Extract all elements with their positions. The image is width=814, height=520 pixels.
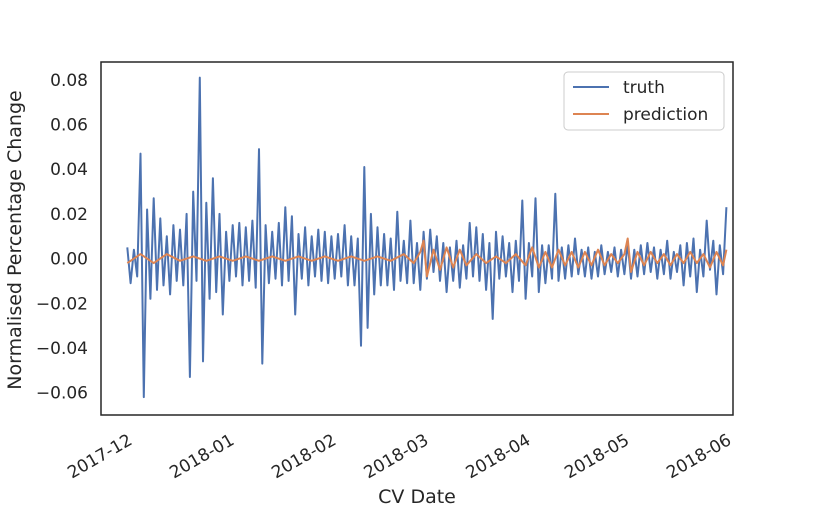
x-axis-label: CV Date	[378, 486, 456, 508]
y-axis-ticks: 0.08 0.06 0.04 0.02 0.00 −0.02 −0.04 −0.06	[36, 71, 88, 404]
x-axis-ticks: 2017-12 2018-01 2018-02 2018-03 2018-04 2018-…	[64, 430, 735, 483]
y-tick-label: 0.00	[50, 250, 88, 270]
y-tick-label: −0.04	[36, 339, 88, 359]
legend-label-prediction: prediction	[623, 105, 708, 125]
x-tick-label: 2018-03	[361, 430, 433, 483]
legend: truth prediction	[563, 71, 725, 131]
y-tick-label: 0.08	[50, 71, 88, 91]
y-tick-label: 0.06	[50, 116, 88, 136]
y-tick-label: −0.02	[36, 294, 88, 314]
x-tick-label: 2017-12	[64, 430, 136, 483]
y-tick-label: 0.02	[50, 205, 88, 225]
x-tick-label: 2018-02	[268, 430, 340, 483]
x-tick-label: 2018-06	[663, 430, 735, 483]
series-line-truth	[126, 76, 728, 399]
x-tick-label: 2018-04	[463, 430, 535, 483]
plot-area	[126, 76, 728, 399]
x-tick-label: 2018-05	[561, 430, 633, 483]
legend-label-truth: truth	[623, 78, 665, 98]
y-tick-label: 0.04	[50, 160, 88, 180]
series-line-prediction	[126, 237, 728, 278]
y-axis-label: Normalised Percentage Change	[4, 90, 26, 389]
y-tick-label: −0.06	[36, 384, 88, 404]
axes-frame	[100, 61, 734, 416]
x-tick-label: 2018-01	[166, 430, 238, 483]
